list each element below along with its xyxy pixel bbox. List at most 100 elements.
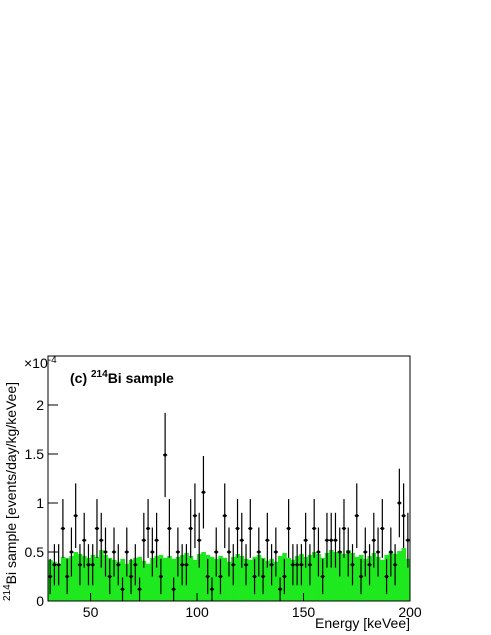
- mc-bar: [82, 555, 87, 601]
- mc-bar: [341, 553, 347, 601]
- data-point: [172, 587, 176, 591]
- mc-bar: [60, 556, 66, 601]
- mc-bar: [197, 553, 202, 601]
- data-point: [372, 538, 376, 542]
- data-point: [193, 514, 197, 518]
- data-point: [214, 550, 218, 554]
- data-point: [57, 563, 61, 567]
- data-point: [363, 550, 367, 554]
- data-point: [180, 563, 184, 567]
- data-point: [299, 563, 303, 567]
- data-point: [218, 574, 223, 579]
- data-point: [261, 574, 265, 579]
- data-point: [278, 587, 282, 591]
- data-point: [248, 526, 252, 531]
- data-point: [167, 526, 171, 531]
- mc-bar: [69, 555, 74, 601]
- x-tick-label: 200: [398, 604, 422, 620]
- mc-bar: [94, 556, 100, 601]
- data-point: [78, 563, 82, 567]
- data-point: [137, 587, 142, 591]
- data-point: [206, 574, 210, 579]
- y-tick-label: 1.5: [25, 446, 45, 462]
- data-point: [69, 550, 74, 554]
- data-point: [201, 490, 206, 494]
- data-point: [223, 514, 227, 518]
- data-point: [359, 574, 363, 579]
- data-point: [103, 550, 108, 554]
- data-point: [227, 550, 231, 554]
- data-point: [159, 574, 163, 579]
- data-point: [380, 526, 384, 531]
- mc-bar: [239, 555, 245, 601]
- y-multiplier: ×10-4: [24, 355, 57, 371]
- data-point: [82, 538, 86, 542]
- mc-bar: [222, 557, 228, 601]
- mc-bar: [103, 554, 108, 601]
- data-point: [65, 574, 69, 579]
- mc-bar: [380, 559, 385, 601]
- data-point: [252, 574, 257, 579]
- mc-bar: [316, 553, 321, 601]
- mc-bar: [324, 552, 330, 601]
- data-point: [389, 550, 393, 554]
- data-point: [74, 514, 78, 518]
- y-label-text: Bi sample [events/day/kg/keVee]: [3, 382, 19, 584]
- mc-bar: [265, 560, 270, 601]
- x-tick-label: 100: [185, 604, 209, 620]
- data-point: [189, 526, 193, 531]
- data-point: [346, 550, 350, 554]
- data-point: [125, 550, 129, 554]
- mc-bar: [286, 557, 292, 601]
- data-point: [393, 563, 397, 567]
- x-tick-label: 150: [292, 604, 316, 620]
- y-label-superscript: 214: [2, 584, 13, 601]
- data-point: [269, 563, 274, 567]
- data-point: [325, 538, 329, 542]
- mc-bar: [188, 555, 194, 601]
- x-tick-label: 50: [83, 604, 99, 620]
- title-rest: Bi sample: [108, 370, 174, 386]
- mc-bar: [312, 552, 317, 601]
- data-point: [108, 574, 112, 579]
- data-point: [155, 538, 159, 542]
- mc-bar: [363, 558, 368, 601]
- mc-bar: [124, 563, 130, 601]
- y-tick-label: 2: [36, 397, 44, 413]
- mc-bar: [192, 559, 198, 601]
- data-point: [48, 574, 52, 579]
- data-point: [333, 538, 338, 542]
- data-point: [235, 526, 240, 531]
- data-point: [150, 550, 154, 554]
- data-point: [129, 574, 133, 579]
- chart-title: (c) 214Bi sample: [70, 369, 174, 386]
- mc-bar: [226, 561, 232, 601]
- data-point: [257, 550, 261, 554]
- mc-bar: [214, 558, 219, 601]
- data-point: [384, 574, 389, 579]
- title-prefix: (c): [70, 370, 91, 386]
- mc-bar: [375, 556, 381, 601]
- data-point: [342, 526, 346, 531]
- data-point: [120, 587, 125, 591]
- y-tick-label: 0: [36, 593, 44, 609]
- mc-bar: [150, 557, 155, 601]
- data-point: [197, 538, 201, 542]
- data-point: [308, 563, 312, 567]
- data-point: [397, 501, 401, 505]
- data-point: [376, 550, 380, 554]
- data-point: [304, 538, 308, 542]
- mc-bar: [175, 556, 181, 601]
- mc-bar: [329, 550, 334, 601]
- data-point: [176, 550, 180, 554]
- data-point: [291, 563, 295, 567]
- mc-bar: [73, 552, 79, 601]
- data-point: [52, 563, 56, 567]
- data-point: [133, 563, 137, 567]
- data-point: [274, 550, 278, 554]
- y-multiplier-base: ×10: [24, 355, 48, 371]
- mc-bar: [201, 552, 206, 601]
- data-point: [282, 574, 286, 579]
- data-point: [231, 563, 235, 567]
